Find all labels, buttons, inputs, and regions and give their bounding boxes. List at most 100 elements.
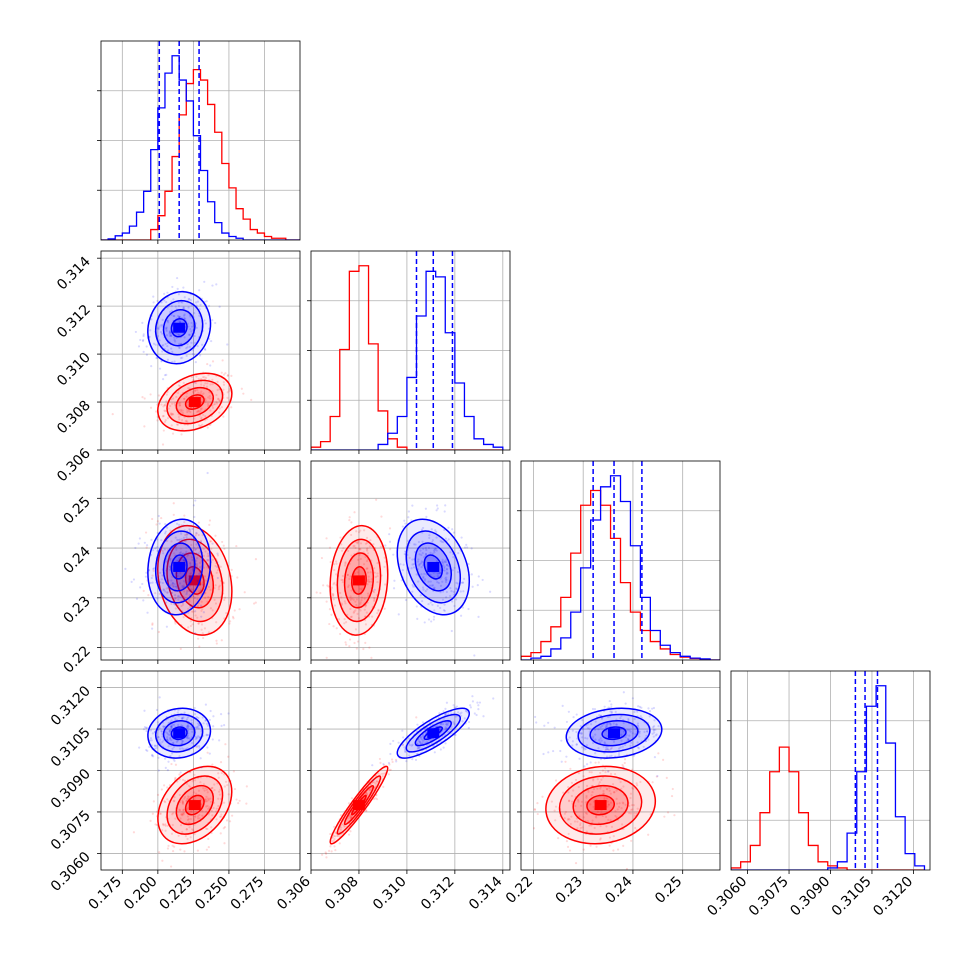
scatter-point [174, 776, 177, 779]
scatter-point [159, 738, 162, 741]
scatter-point [156, 327, 159, 330]
scatter-point [653, 756, 657, 759]
scatter-point [607, 803, 611, 806]
scatter-point [181, 739, 184, 743]
scatter-point [415, 605, 418, 608]
scatter-point [585, 763, 589, 766]
scatter-point [181, 801, 184, 805]
scatter-point [149, 581, 152, 585]
scatter-point [152, 569, 155, 572]
scatter-point [387, 773, 390, 776]
scatter-point [201, 376, 205, 379]
scatter-point [628, 804, 631, 807]
scatter-point [188, 598, 191, 601]
scatter-point [196, 345, 199, 348]
scatter-point [328, 607, 332, 611]
scatter-point [172, 585, 175, 588]
scatter-point [181, 584, 184, 588]
scatter-point [349, 816, 353, 819]
scatter-point [327, 849, 331, 853]
scatter-point [145, 726, 148, 729]
scatter-point [181, 801, 184, 804]
scatter-point [638, 732, 641, 735]
scatter-point [193, 381, 197, 384]
scatter-point [172, 812, 175, 815]
scatter-point [200, 377, 203, 381]
scatter-point [193, 712, 197, 716]
scatter-point [461, 581, 465, 584]
scatter-point [381, 774, 384, 778]
scatter-point [166, 417, 170, 420]
scatter-point [166, 769, 169, 772]
scatter-point [180, 532, 183, 535]
scatter-point [564, 810, 568, 814]
scatter-point [191, 558, 194, 562]
scatter-point [164, 532, 167, 535]
scatter-point [173, 845, 176, 848]
scatter-point [368, 788, 371, 791]
scatter-point [169, 584, 172, 587]
scatter-point [188, 600, 191, 603]
scatter-point [621, 745, 624, 748]
scatter-point [161, 350, 164, 353]
scatter-point [184, 835, 187, 838]
scatter-point [217, 588, 220, 591]
x-tick-label: 0.22 [503, 874, 536, 907]
scatter-point [374, 575, 377, 579]
scatter-point [602, 792, 605, 795]
scatter-point [201, 608, 204, 611]
scatter-point [160, 301, 163, 304]
scatter-point [200, 600, 203, 603]
scatter-point [159, 571, 162, 574]
scatter-point [223, 724, 226, 727]
scatter-point [439, 571, 442, 574]
scatter-point [580, 732, 583, 735]
x-tick-label: 0.3105 [829, 874, 875, 920]
scatter-point [436, 507, 439, 510]
scatter-point [457, 711, 460, 714]
scatter-point [167, 760, 170, 763]
scatter-point [366, 549, 369, 552]
scatter-point [467, 607, 470, 611]
scatter-point [559, 749, 562, 753]
scatter-point [610, 825, 614, 828]
scatter-point [205, 810, 208, 813]
scatter-point [382, 772, 386, 775]
scatter-point [333, 845, 336, 848]
scatter-point [403, 746, 406, 749]
scatter-point [165, 567, 169, 570]
scatter-point [233, 609, 236, 612]
panel-content [532, 691, 676, 870]
scatter-point [652, 728, 656, 731]
scatter-point [157, 630, 161, 634]
scatter-point [616, 808, 619, 811]
scatter-point [344, 641, 347, 644]
scatter-point [563, 812, 567, 815]
scatter-point [561, 704, 564, 707]
scatter-point [192, 815, 195, 818]
scatter-point [570, 794, 573, 798]
scatter-point [577, 772, 581, 775]
scatter-point [166, 824, 169, 827]
scatter-point [636, 722, 640, 725]
scatter-point [460, 711, 463, 714]
scatter-point [404, 550, 407, 553]
scatter-point [188, 821, 191, 824]
scatter-point [639, 780, 642, 784]
scatter-point [626, 737, 630, 740]
scatter-point [205, 805, 208, 808]
scatter-point [190, 538, 193, 541]
scatter-point [197, 424, 201, 427]
scatter-point [166, 526, 169, 529]
scatter-point [430, 528, 433, 531]
scatter-point [598, 739, 601, 742]
scatter-point [612, 740, 616, 743]
scatter-point [429, 580, 432, 583]
scatter-point [212, 806, 215, 810]
x-tick-label: 0.314 [466, 873, 506, 913]
scatter-point [193, 417, 196, 420]
scatter-point [597, 761, 600, 764]
scatter-point [159, 324, 162, 327]
scatter-point [138, 537, 141, 540]
scatter-point [164, 730, 167, 733]
